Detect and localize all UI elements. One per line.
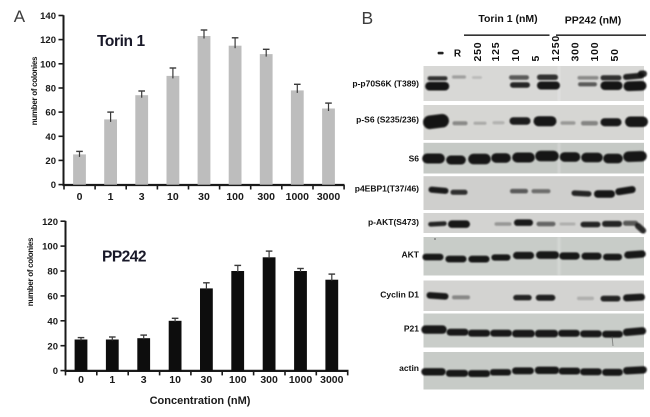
svg-text:10: 10 bbox=[510, 48, 522, 61]
svg-text:3000: 3000 bbox=[317, 191, 341, 203]
svg-text:80: 80 bbox=[45, 84, 56, 95]
svg-text:100: 100 bbox=[40, 59, 56, 70]
svg-text:100: 100 bbox=[229, 374, 247, 386]
svg-text:Concentration (nM): Concentration (nM) bbox=[150, 395, 251, 407]
svg-text:0: 0 bbox=[78, 374, 84, 386]
svg-text:20: 20 bbox=[45, 156, 56, 167]
svg-text:300: 300 bbox=[260, 374, 278, 386]
svg-text:Torin 1: Torin 1 bbox=[97, 33, 145, 50]
svg-text:40: 40 bbox=[45, 132, 56, 143]
svg-text:p-S6 (S235/236): p-S6 (S235/236) bbox=[356, 115, 419, 125]
svg-text:AKT: AKT bbox=[402, 250, 420, 260]
svg-text:100: 100 bbox=[42, 242, 58, 253]
svg-text:PP242 (nM): PP242 (nM) bbox=[565, 15, 622, 27]
svg-text:p-p70S6K (T389): p-p70S6K (T389) bbox=[352, 79, 419, 89]
svg-text:120: 120 bbox=[42, 217, 58, 228]
svg-text:140: 140 bbox=[40, 11, 56, 22]
svg-text:3000: 3000 bbox=[320, 374, 344, 386]
svg-text:number of colonies: number of colonies bbox=[26, 237, 35, 306]
svg-text:40: 40 bbox=[47, 316, 58, 327]
svg-text:p4EBP1(T37/46): p4EBP1(T37/46) bbox=[355, 184, 419, 194]
svg-text:0: 0 bbox=[77, 191, 83, 203]
svg-text:R: R bbox=[454, 49, 462, 60]
svg-text:3: 3 bbox=[139, 191, 145, 203]
svg-text:actin: actin bbox=[399, 363, 419, 373]
svg-text:80: 80 bbox=[47, 267, 58, 278]
svg-text:PP242: PP242 bbox=[102, 249, 146, 266]
svg-text:60: 60 bbox=[47, 292, 58, 303]
svg-text:0: 0 bbox=[51, 180, 56, 191]
svg-text:120: 120 bbox=[40, 35, 56, 46]
svg-text:1: 1 bbox=[108, 191, 114, 203]
svg-text:P21: P21 bbox=[404, 323, 419, 333]
svg-text:250: 250 bbox=[472, 42, 484, 62]
svg-text:A: A bbox=[14, 7, 26, 26]
svg-text:50: 50 bbox=[609, 48, 621, 61]
svg-text:30: 30 bbox=[201, 374, 213, 386]
svg-text:60: 60 bbox=[45, 108, 56, 119]
svg-text:0: 0 bbox=[53, 366, 58, 377]
svg-text:Cyclin D1: Cyclin D1 bbox=[380, 290, 419, 300]
svg-text:1: 1 bbox=[109, 374, 115, 386]
svg-text:20: 20 bbox=[47, 341, 58, 352]
svg-text:30: 30 bbox=[198, 191, 210, 203]
svg-text:S6: S6 bbox=[409, 153, 420, 163]
svg-text:300: 300 bbox=[257, 191, 275, 203]
svg-text:3: 3 bbox=[141, 374, 147, 386]
svg-text:300: 300 bbox=[570, 42, 582, 62]
svg-text:1000: 1000 bbox=[289, 374, 313, 386]
svg-text:number of colonies: number of colonies bbox=[30, 56, 39, 125]
svg-text:10: 10 bbox=[167, 191, 179, 203]
svg-text:p-AKT(S473): p-AKT(S473) bbox=[368, 217, 419, 227]
svg-text:B: B bbox=[362, 8, 374, 28]
svg-text:1000: 1000 bbox=[286, 191, 310, 203]
svg-text:5: 5 bbox=[530, 55, 542, 62]
svg-text:125: 125 bbox=[490, 42, 502, 62]
svg-text:1250: 1250 bbox=[550, 35, 562, 62]
svg-text:Torin 1 (nM): Torin 1 (nM) bbox=[478, 13, 537, 25]
svg-text:10: 10 bbox=[169, 374, 181, 386]
svg-text:100: 100 bbox=[226, 191, 244, 203]
svg-text:100: 100 bbox=[589, 42, 601, 62]
